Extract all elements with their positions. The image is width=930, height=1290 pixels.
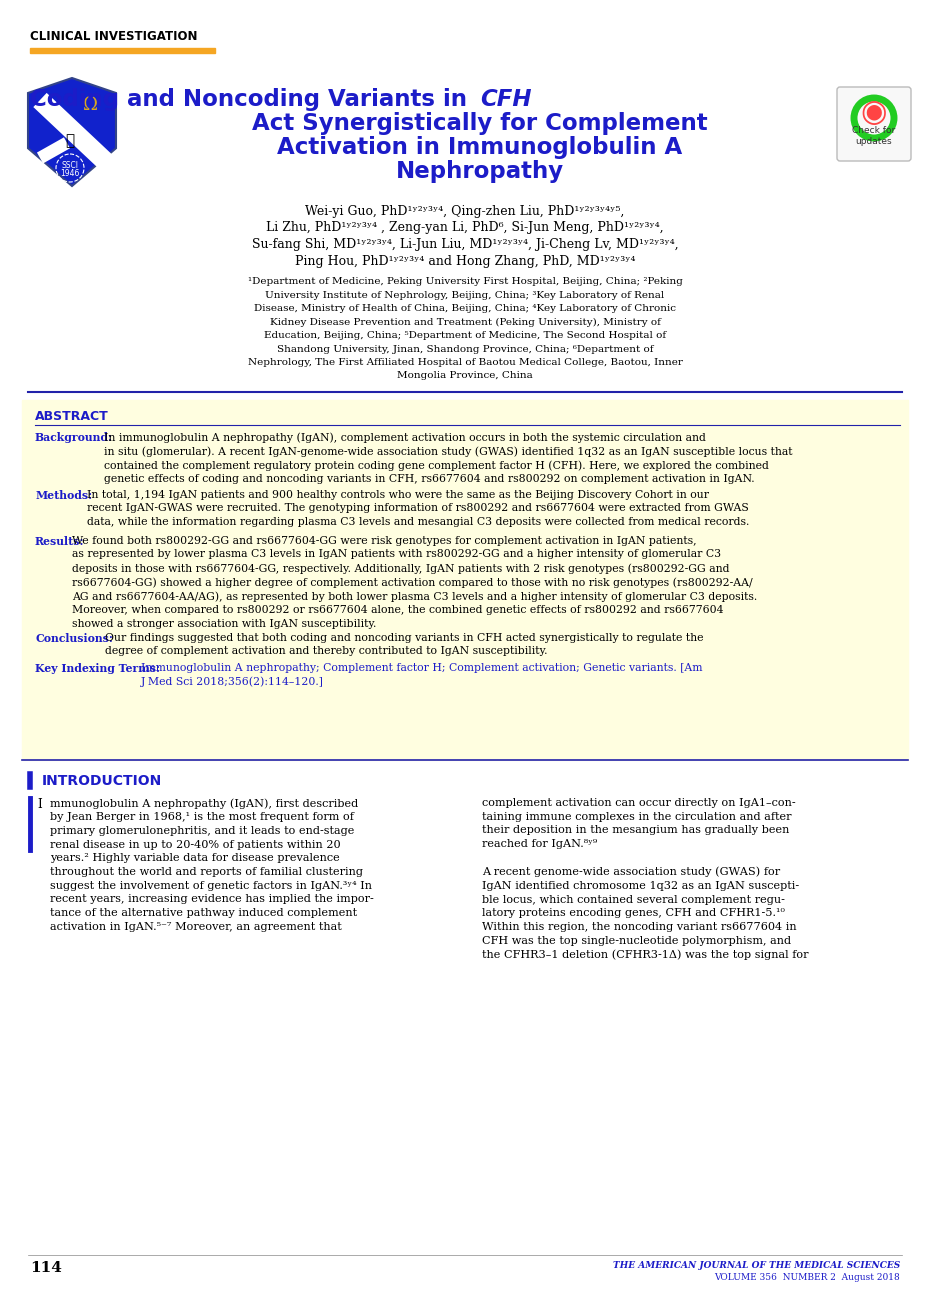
Text: I: I (37, 799, 42, 811)
Text: 🐂: 🐂 (65, 133, 74, 148)
Text: ¹Department of Medicine, Peking University First Hospital, Beijing, China; ²Peki: ¹Department of Medicine, Peking Universi… (247, 277, 683, 286)
Text: Nephrology, The First Affiliated Hospital of Baotou Medical College, Baotou, Inn: Nephrology, The First Affiliated Hospita… (247, 359, 683, 366)
Bar (22, 400, 908, 760)
Text: CFH: CFH (480, 88, 532, 111)
Text: Check for: Check for (853, 126, 896, 135)
Text: Conclusions:: Conclusions: (35, 633, 113, 644)
Text: Education, Beijing, China; ⁵Department of Medicine, The Second Hospital of: Education, Beijing, China; ⁵Department o… (264, 332, 666, 341)
Text: In total, 1,194 IgAN patients and 900 healthy controls who were the same as the : In total, 1,194 IgAN patients and 900 he… (87, 490, 750, 526)
Text: Mongolia Province, China: Mongolia Province, China (397, 372, 533, 381)
Text: Activation in Immunoglobulin A: Activation in Immunoglobulin A (277, 135, 683, 159)
Text: INTRODUCTION: INTRODUCTION (42, 774, 162, 788)
Text: Nephropathy: Nephropathy (396, 160, 565, 183)
Polygon shape (28, 77, 116, 186)
Text: Kidney Disease Prevention and Treatment (Peking University), Ministry of: Kidney Disease Prevention and Treatment … (270, 317, 660, 326)
Text: updates: updates (856, 137, 892, 146)
Text: Our findings suggested that both coding and noncoding variants in CFH acted syne: Our findings suggested that both coding … (105, 633, 703, 657)
Text: We found both rs800292-GG and rs6677604-GG were risk genotypes for complement ac: We found both rs800292-GG and rs6677604-… (72, 537, 757, 628)
Text: Coding and Noncoding Variants in: Coding and Noncoding Variants in (31, 88, 480, 111)
Text: University Institute of Nephrology, Beijing, China; ³Key Laboratory of Renal: University Institute of Nephrology, Beij… (265, 290, 665, 299)
Text: Act Synergistically for Complement: Act Synergistically for Complement (252, 112, 708, 135)
Text: In immunoglobulin A nephropathy (IgAN), complement activation occurs in both the: In immunoglobulin A nephropathy (IgAN), … (104, 432, 792, 484)
Text: 1946: 1946 (60, 169, 80, 178)
Text: Li Zhu, PhD¹ʸ²ʸ³ʸ⁴ , Zeng-yan Li, PhD⁶, Si-Jun Meng, PhD¹ʸ²ʸ³ʸ⁴,: Li Zhu, PhD¹ʸ²ʸ³ʸ⁴ , Zeng-yan Li, PhD⁶, … (266, 222, 664, 235)
Text: SSCI: SSCI (61, 161, 78, 170)
Text: Immunoglobulin A nephropathy; Complement factor H; Complement activation; Geneti: Immunoglobulin A nephropathy; Complement… (141, 663, 702, 688)
Text: Ω: Ω (83, 95, 98, 114)
Text: Su-fang Shi, MD¹ʸ²ʸ³ʸ⁴, Li-Jun Liu, MD¹ʸ²ʸ³ʸ⁴, Ji-Cheng Lv, MD¹ʸ²ʸ³ʸ⁴,: Su-fang Shi, MD¹ʸ²ʸ³ʸ⁴, Li-Jun Liu, MD¹ʸ… (252, 237, 678, 252)
Text: ABSTRACT: ABSTRACT (35, 410, 109, 423)
Text: THE AMERICAN JOURNAL OF THE MEDICAL SCIENCES: THE AMERICAN JOURNAL OF THE MEDICAL SCIE… (613, 1262, 900, 1269)
Text: Background:: Background: (35, 432, 113, 442)
Bar (30, 48, 215, 53)
Text: Shandong University, Jinan, Shandong Province, China; ⁶Department of: Shandong University, Jinan, Shandong Pro… (277, 344, 653, 353)
Text: CLINICAL INVESTIGATION: CLINICAL INVESTIGATION (30, 30, 197, 43)
Text: mmunoglobulin A nephropathy (IgAN), first described
by Jean Berger in 1968,¹ is : mmunoglobulin A nephropathy (IgAN), firs… (50, 799, 374, 931)
Text: Methods:: Methods: (35, 490, 92, 501)
Text: Key Indexing Terms:: Key Indexing Terms: (35, 663, 160, 673)
Text: 114: 114 (30, 1262, 62, 1275)
Text: Ping Hou, PhD¹ʸ²ʸ³ʸ⁴ and Hong Zhang, PhD, MD¹ʸ²ʸ³ʸ⁴: Ping Hou, PhD¹ʸ²ʸ³ʸ⁴ and Hong Zhang, PhD… (295, 254, 635, 267)
Text: Results:: Results: (35, 537, 85, 547)
Text: Disease, Ministry of Health of China, Beijing, China; ⁴Key Laboratory of Chronic: Disease, Ministry of Health of China, Be… (254, 304, 676, 313)
Text: VOLUME 356  NUMBER 2  August 2018: VOLUME 356 NUMBER 2 August 2018 (714, 1273, 900, 1282)
Text: Wei-yi Guo, PhD¹ʸ²ʸ³ʸ⁴, Qing-zhen Liu, PhD¹ʸ²ʸ³ʸ⁴ʸ⁵,: Wei-yi Guo, PhD¹ʸ²ʸ³ʸ⁴, Qing-zhen Liu, P… (305, 205, 625, 218)
Text: complement activation can occur directly on IgA1–con-
taining immune complexes i: complement activation can occur directly… (482, 799, 808, 960)
Text: ◉: ◉ (860, 98, 887, 126)
FancyBboxPatch shape (837, 86, 911, 161)
